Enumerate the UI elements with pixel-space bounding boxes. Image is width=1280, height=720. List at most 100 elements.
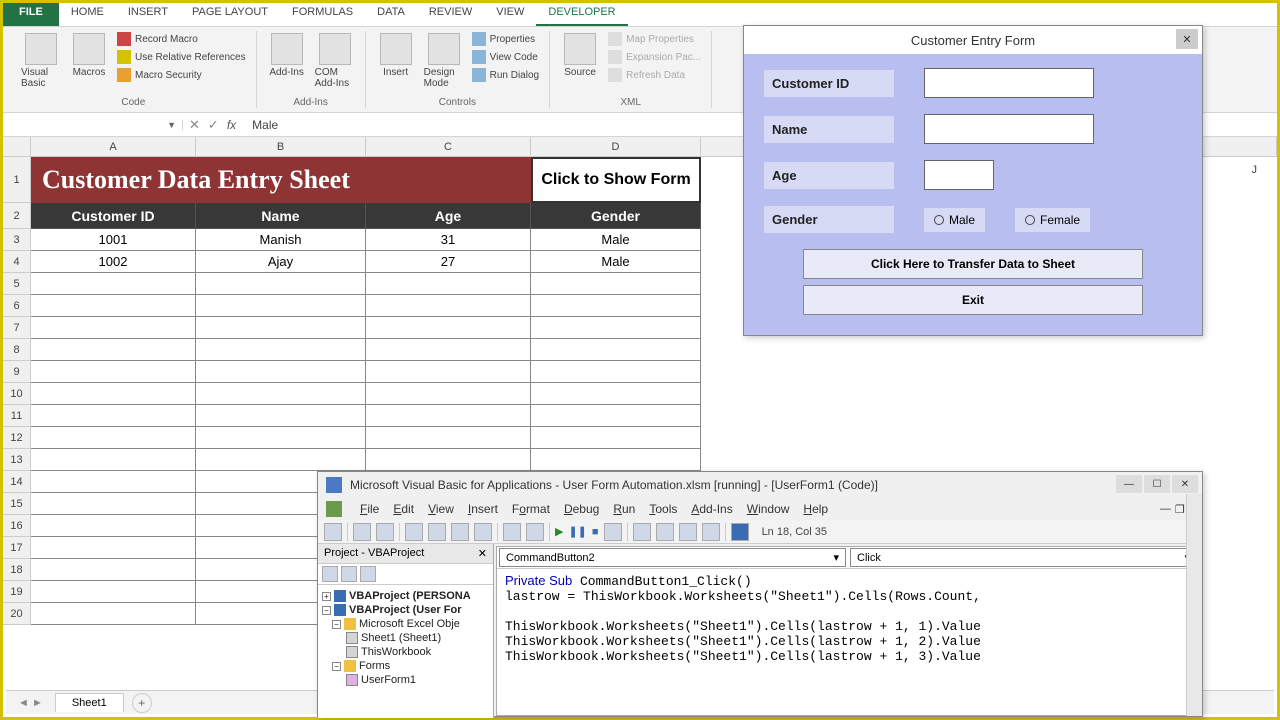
userform-titlebar[interactable]: Customer Entry Form ✕	[744, 26, 1202, 54]
tb-break-icon[interactable]: ❚❚	[568, 525, 586, 538]
design-mode-button[interactable]: Design Mode	[422, 31, 466, 95]
tab-data[interactable]: DATA	[365, 3, 417, 26]
row-head-13[interactable]: 13	[3, 449, 31, 471]
cell[interactable]: 1001	[31, 229, 196, 251]
sub-restore-button[interactable]: ❐	[1175, 503, 1185, 516]
object-dropdown[interactable]: CommandButton2▾	[499, 548, 846, 567]
menu-run[interactable]: Run	[613, 502, 635, 516]
tab-formulas[interactable]: FORMULAS	[280, 3, 365, 26]
sheet-tab-sheet1[interactable]: Sheet1	[55, 693, 124, 712]
source-button[interactable]: Source	[558, 31, 602, 95]
add-sheet-button[interactable]: +	[132, 693, 152, 713]
menu-window[interactable]: Window	[747, 502, 790, 516]
tb-copy-icon[interactable]	[428, 523, 446, 541]
menu-view[interactable]: View	[428, 502, 454, 516]
menu-format[interactable]: Format	[512, 502, 550, 516]
name-box[interactable]: ▼	[3, 120, 183, 130]
properties-button[interactable]: Properties	[470, 31, 541, 47]
input-name[interactable]	[924, 114, 1094, 144]
exit-button[interactable]: Exit	[803, 285, 1143, 315]
col-head-b[interactable]: B	[196, 137, 366, 157]
row-head-19[interactable]: 19	[3, 581, 31, 603]
cell[interactable]: Male	[531, 229, 701, 251]
menu-help[interactable]: Help	[803, 502, 828, 516]
project-tree[interactable]: +VBAProject (PERSONA −VBAProject (User F…	[318, 585, 493, 691]
tab-insert[interactable]: INSERT	[116, 3, 180, 26]
tb-browser-icon[interactable]	[679, 523, 697, 541]
tab-file[interactable]: FILE	[3, 3, 59, 26]
tb-find-icon[interactable]	[474, 523, 492, 541]
vbe-titlebar[interactable]: Microsoft Visual Basic for Applications …	[318, 472, 1202, 498]
row-head-11[interactable]: 11	[3, 405, 31, 427]
code-text[interactable]: Private Sub CommandButton1_Click() lastr…	[497, 569, 1199, 668]
menu-debug[interactable]: Debug	[564, 502, 599, 516]
code-scrollbar[interactable]	[1186, 494, 1202, 716]
col-head-c[interactable]: C	[366, 137, 531, 157]
col-head-j[interactable]: J	[1252, 164, 1258, 176]
enter-formula-icon[interactable]: ✓	[208, 117, 219, 133]
toggle-folders-icon[interactable]	[360, 566, 376, 582]
row-head-14[interactable]: 14	[3, 471, 31, 493]
project-close-icon[interactable]: ✕	[478, 547, 487, 560]
addins-button[interactable]: Add-Ins	[265, 31, 309, 95]
tb-run-icon[interactable]: ▶	[555, 525, 563, 538]
vbe-maximize-button[interactable]: ☐	[1144, 475, 1170, 493]
menu-addins[interactable]: Add-Ins	[691, 502, 732, 516]
tb-redo-icon[interactable]	[526, 523, 544, 541]
row-head-4[interactable]: 4	[3, 251, 31, 273]
radio-male[interactable]: Male	[924, 208, 985, 232]
transfer-data-button[interactable]: Click Here to Transfer Data to Sheet	[803, 249, 1143, 279]
row-head-2[interactable]: 2	[3, 203, 31, 229]
cell[interactable]: 31	[366, 229, 531, 251]
cancel-formula-icon[interactable]: ✕	[189, 117, 200, 133]
cell[interactable]: 27	[366, 251, 531, 273]
view-code-button[interactable]: View Code	[470, 49, 541, 65]
tb-paste-icon[interactable]	[451, 523, 469, 541]
macros-button[interactable]: Macros	[67, 31, 111, 95]
show-form-button[interactable]: Click to Show Form	[531, 157, 701, 203]
row-head-9[interactable]: 9	[3, 361, 31, 383]
row-head-3[interactable]: 3	[3, 229, 31, 251]
tb-insert-icon[interactable]	[353, 523, 371, 541]
menu-insert[interactable]: Insert	[468, 502, 498, 516]
row-head-20[interactable]: 20	[3, 603, 31, 625]
row-head-12[interactable]: 12	[3, 427, 31, 449]
input-age[interactable]	[924, 160, 994, 190]
row-head-6[interactable]: 6	[3, 295, 31, 317]
cell[interactable]: 1002	[31, 251, 196, 273]
tb-cut-icon[interactable]	[405, 523, 423, 541]
radio-female[interactable]: Female	[1015, 208, 1090, 232]
tb-view-excel-icon[interactable]	[324, 523, 342, 541]
insert-control-button[interactable]: Insert	[374, 31, 418, 95]
select-all-corner[interactable]	[3, 137, 31, 157]
record-macro-button[interactable]: Record Macro	[115, 31, 248, 47]
cell[interactable]: Ajay	[196, 251, 366, 273]
tb-properties-icon[interactable]	[656, 523, 674, 541]
tab-view[interactable]: VIEW	[484, 3, 536, 26]
sub-minimize-button[interactable]: —	[1160, 503, 1171, 516]
userform-close-button[interactable]: ✕	[1176, 29, 1198, 49]
view-code-icon[interactable]	[322, 566, 338, 582]
row-head-15[interactable]: 15	[3, 493, 31, 515]
tab-review[interactable]: REVIEW	[417, 3, 484, 26]
tb-undo-icon[interactable]	[503, 523, 521, 541]
row-head-16[interactable]: 16	[3, 515, 31, 537]
vbe-close-button[interactable]: ✕	[1172, 475, 1198, 493]
tb-reset-icon[interactable]: ■	[592, 526, 599, 538]
row-head-1[interactable]: 1	[3, 157, 31, 203]
com-addins-button[interactable]: COM Add-Ins	[313, 31, 357, 95]
tb-toolbox-icon[interactable]	[702, 523, 720, 541]
input-customer-id[interactable]	[924, 68, 1094, 98]
row-head-7[interactable]: 7	[3, 317, 31, 339]
row-head-8[interactable]: 8	[3, 339, 31, 361]
procedure-dropdown[interactable]: Click▾	[850, 548, 1197, 567]
macro-security-button[interactable]: Macro Security	[115, 67, 248, 83]
row-head-18[interactable]: 18	[3, 559, 31, 581]
row-head-17[interactable]: 17	[3, 537, 31, 559]
run-dialog-button[interactable]: Run Dialog	[470, 67, 541, 83]
tab-developer[interactable]: DEVELOPER	[536, 3, 627, 26]
row-head-5[interactable]: 5	[3, 273, 31, 295]
menu-file[interactable]: File	[360, 502, 379, 516]
col-head-d[interactable]: D	[531, 137, 701, 157]
tb-save-icon[interactable]	[376, 523, 394, 541]
